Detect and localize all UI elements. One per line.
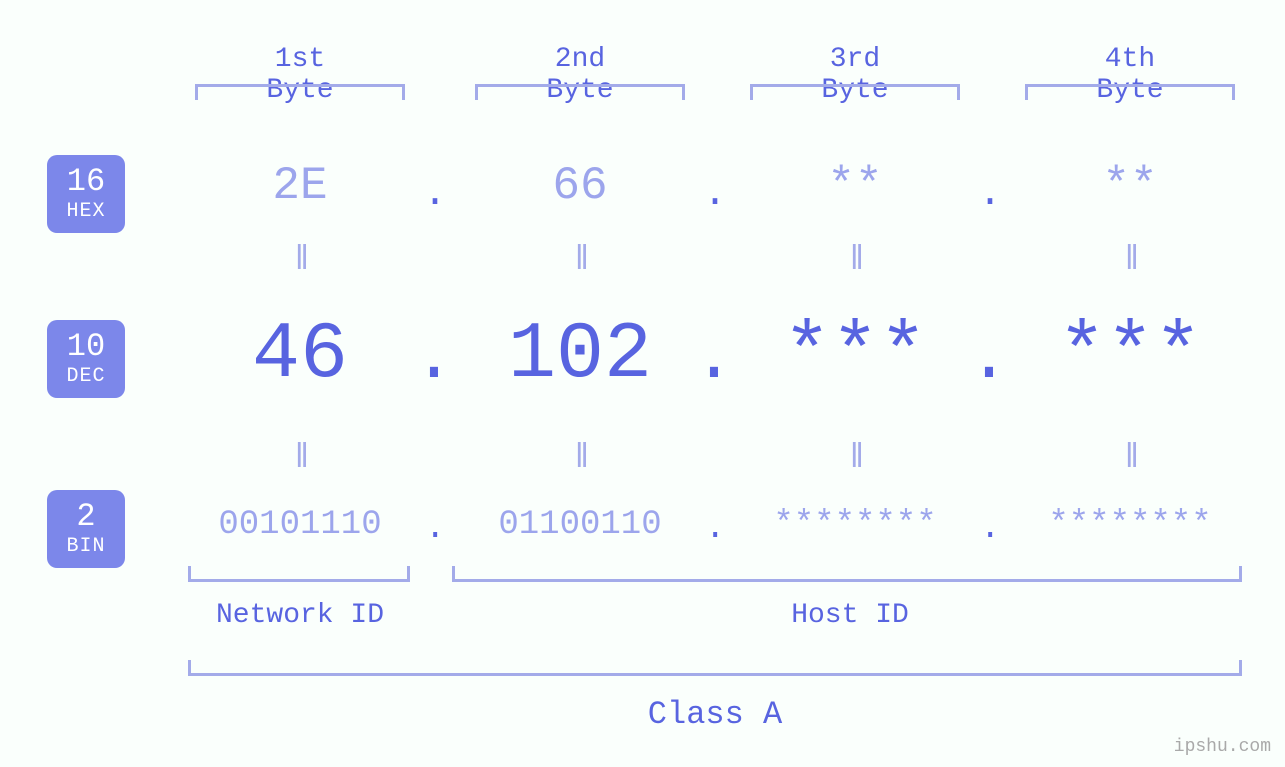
badge-dec-num: 10 xyxy=(67,331,105,363)
hex-dot-1: . xyxy=(423,172,447,217)
bin-dot-3: . xyxy=(980,510,1000,548)
top-bracket-2 xyxy=(475,84,685,100)
top-bracket-4 xyxy=(1025,84,1235,100)
network-id-label: Network ID xyxy=(210,600,390,631)
badge-bin: 2 BIN xyxy=(47,490,125,568)
bracket-host-id xyxy=(452,566,1242,582)
badge-dec-label: DEC xyxy=(66,367,105,387)
dec-dot-3: . xyxy=(968,320,1010,399)
bin-dot-2: . xyxy=(705,510,725,548)
bin-byte-3: ******** xyxy=(735,506,975,544)
hex-byte-1: 2E xyxy=(250,160,350,212)
badge-hex-num: 16 xyxy=(67,166,105,198)
hex-byte-2: 66 xyxy=(530,160,630,212)
watermark: ipshu.com xyxy=(1174,737,1271,757)
bin-byte-1: 00101110 xyxy=(180,506,420,544)
badge-hex: 16 HEX xyxy=(47,155,125,233)
eq-1-3: ǁ xyxy=(835,242,875,280)
badge-bin-label: BIN xyxy=(66,537,105,557)
eq-2-4: ǁ xyxy=(1110,440,1150,478)
eq-2-2: ǁ xyxy=(560,440,600,478)
top-bracket-1 xyxy=(195,84,405,100)
dec-byte-1: 46 xyxy=(205,310,395,401)
top-bracket-3 xyxy=(750,84,960,100)
eq-1-2: ǁ xyxy=(560,242,600,280)
host-id-label: Host ID xyxy=(770,600,930,631)
dec-byte-4: *** xyxy=(1030,310,1230,401)
dec-byte-3: *** xyxy=(755,310,955,401)
badge-dec: 10 DEC xyxy=(47,320,125,398)
eq-1-4: ǁ xyxy=(1110,242,1150,280)
dec-dot-2: . xyxy=(693,320,735,399)
bin-dot-1: . xyxy=(425,510,445,548)
eq-2-1: ǁ xyxy=(280,440,320,478)
ip-diagram: 1st Byte 2nd Byte 3rd Byte 4th Byte 16 H… xyxy=(0,0,1285,767)
eq-1-1: ǁ xyxy=(280,242,320,280)
hex-byte-4: ** xyxy=(1080,160,1180,212)
bracket-class xyxy=(188,660,1242,676)
eq-2-3: ǁ xyxy=(835,440,875,478)
bin-byte-4: ******** xyxy=(1010,506,1250,544)
hex-byte-3: ** xyxy=(805,160,905,212)
hex-dot-3: . xyxy=(978,172,1002,217)
badge-bin-num: 2 xyxy=(76,501,95,533)
class-label: Class A xyxy=(620,696,810,733)
dec-byte-2: 102 xyxy=(470,310,690,401)
hex-dot-2: . xyxy=(703,172,727,217)
bracket-network-id xyxy=(188,566,410,582)
bin-byte-2: 01100110 xyxy=(460,506,700,544)
dec-dot-1: . xyxy=(413,320,455,399)
badge-hex-label: HEX xyxy=(66,202,105,222)
